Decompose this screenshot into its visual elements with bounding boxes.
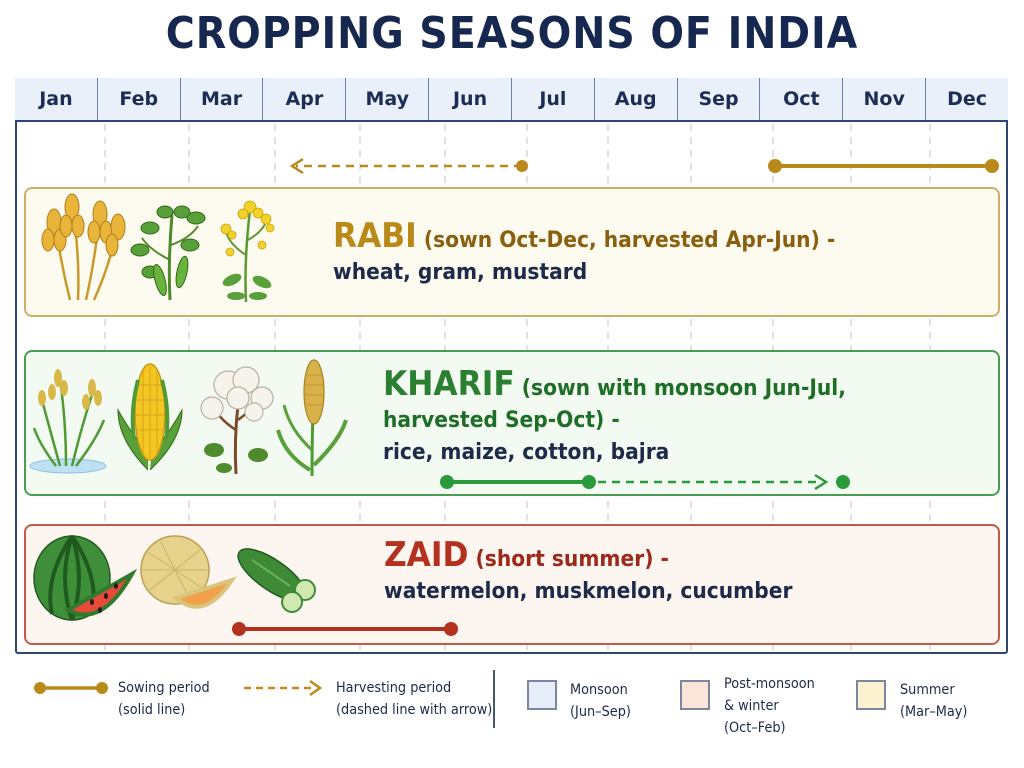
month-aug: Aug: [595, 78, 678, 120]
legend-separator: [493, 670, 495, 728]
bajra-plant-icon: [276, 359, 348, 477]
legend-sowing: Sowing period (solid line): [118, 677, 210, 721]
month-mar: Mar: [181, 78, 264, 120]
month-jan: Jan: [15, 78, 98, 120]
month-may: May: [346, 78, 430, 120]
legend-summer-label: Summer: [900, 682, 955, 698]
kharif-period-line2: harvested Sep-Oct) -: [383, 408, 620, 433]
mustard-plant-icon: [220, 200, 275, 303]
zaid-sowing-line: [232, 622, 458, 636]
cucumber-icon: [237, 548, 316, 613]
legend-harvest-label: Harvesting period: [336, 680, 452, 696]
month-header: Jan Feb Mar Apr May Jun Jul Aug Sep Oct …: [15, 78, 1008, 122]
rabi-description: RABI (sown Oct-Dec, harvested Apr-Jun) -…: [333, 219, 836, 289]
rabi-sowing-line: [768, 159, 999, 173]
kharif-description: KHARIF (sown with monsoon Jun-Jul, harve…: [383, 367, 846, 469]
month-sep: Sep: [678, 78, 761, 120]
rabi-season-name: RABI: [333, 216, 417, 256]
legend-sowing-symbol: [34, 682, 108, 694]
legend-postmonsoon-range: (Oct–Feb): [724, 720, 786, 736]
kharif-period-line1: (sown with monsoon Jun-Jul,: [521, 376, 846, 401]
legend-sowing-note: (solid line): [118, 702, 186, 718]
legend-monsoon-label: Monsoon: [570, 682, 628, 698]
legend-sowing-label: Sowing period: [118, 680, 210, 696]
legend-postmonsoon-line1: Post-monsoon: [724, 676, 815, 692]
rabi-harvest-line: [289, 157, 528, 175]
month-feb: Feb: [98, 78, 181, 120]
kharif-harvest-line: [598, 473, 850, 491]
monsoon-swatch: [527, 680, 557, 710]
month-jun: Jun: [429, 78, 512, 120]
rabi-panel: [24, 187, 1000, 317]
rabi-crops: wheat, gram, mustard: [333, 260, 588, 285]
rice-plant-icon: [29, 369, 107, 474]
zaid-crops: watermelon, muskmelon, cucumber: [384, 579, 793, 604]
wheat-icon: [41, 193, 126, 301]
legend-postmonsoon: Post-monsoon & winter (Oct–Feb): [724, 673, 815, 739]
rabi-period: (sown Oct-Dec, harvested Apr-Jun) -: [423, 228, 836, 253]
legend-summer-range: (Mar–May): [900, 704, 968, 720]
page-title: CROPPING SEASONS OF INDIA: [165, 8, 859, 59]
legend-monsoon: Monsoon (Jun–Sep): [570, 679, 631, 723]
month-oct: Oct: [760, 78, 844, 120]
legend-summer: Summer (Mar–May): [900, 679, 967, 723]
legend-harvest: Harvesting period (dashed line with arro…: [336, 677, 492, 721]
month-apr: Apr: [263, 78, 347, 120]
gram-plant-icon: [130, 205, 206, 301]
muskmelon-icon: [140, 535, 237, 609]
kharif-panel: [24, 350, 1000, 496]
zaid-period: (short summer) -: [475, 547, 669, 572]
legend-monsoon-range: (Jun–Sep): [570, 704, 631, 720]
cotton-plant-icon: [200, 366, 274, 475]
legend-harvest-note: (dashed line with arrow): [336, 702, 493, 718]
legend-harvest-symbol: [244, 679, 323, 697]
summer-swatch: [856, 680, 886, 710]
zaid-season-name: ZAID: [384, 535, 469, 575]
kharif-sowing-line: [440, 475, 596, 489]
legend-postmonsoon-line2: & winter: [724, 698, 779, 714]
zaid-description: ZAID (short summer) - watermelon, muskme…: [384, 538, 793, 608]
month-dec: Dec: [947, 88, 987, 110]
month-nov: Nov: [843, 78, 927, 120]
month-jul: Jul: [512, 78, 595, 120]
maize-icon: [117, 363, 183, 471]
kharif-crops: rice, maize, cotton, bajra: [383, 440, 670, 465]
watermelon-icon: [33, 534, 138, 621]
kharif-season-name: KHARIF: [383, 364, 515, 404]
postmonsoon-swatch: [680, 680, 710, 710]
